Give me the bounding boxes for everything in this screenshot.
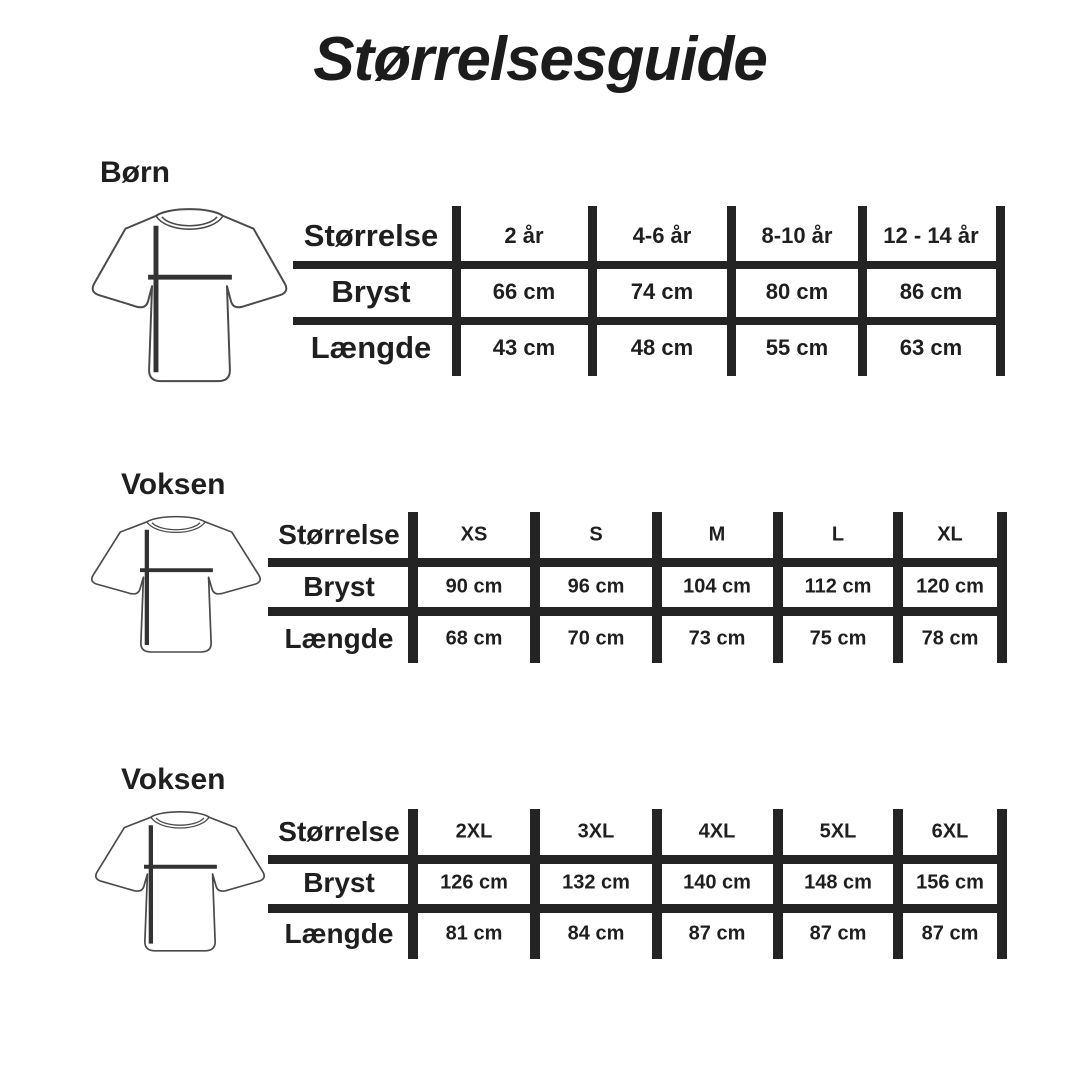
measurement-cell: 75 cm	[809, 627, 867, 650]
section-label-voksen-1: Voksen	[121, 468, 226, 501]
size-header-cell: 4-6 år	[632, 223, 692, 248]
size-header-cell: 2XL	[455, 820, 493, 843]
size-header-cell: 4XL	[698, 820, 736, 843]
size-header-cell: 3XL	[577, 820, 615, 843]
tshirt-outline	[90, 515, 262, 653]
tshirt-measurement-icon	[91, 208, 288, 383]
collar-arc-inner	[155, 817, 205, 826]
measurement-cell: 156 cm	[916, 871, 984, 894]
measurement-cell: 120 cm	[916, 575, 984, 598]
measurement-cell: 43 cm	[492, 335, 556, 360]
measurement-cell: 74 cm	[630, 279, 694, 304]
table-line	[268, 558, 1007, 567]
table-line	[452, 206, 461, 376]
table-line	[530, 809, 540, 959]
measurement-cell: 87 cm	[688, 922, 746, 945]
size-header-cell: M	[708, 523, 726, 546]
measurement-cell: 68 cm	[445, 627, 503, 650]
table-line	[773, 512, 783, 663]
row-label: Længde	[284, 623, 394, 654]
table-line	[588, 206, 597, 376]
table-line	[858, 206, 867, 376]
table-line	[997, 512, 1007, 663]
section-label-born: Børn	[100, 156, 170, 189]
size-header-cell: L	[831, 523, 845, 546]
tshirt-measurement-icon	[94, 811, 266, 952]
table-line	[293, 317, 1005, 325]
table-line	[997, 809, 1007, 959]
row-label: Længde	[284, 918, 394, 949]
measurement-cell: 90 cm	[445, 575, 503, 598]
table-line	[773, 809, 783, 959]
measurement-cell: 78 cm	[921, 627, 979, 650]
row-label: Bryst	[303, 571, 375, 602]
table-line	[893, 809, 903, 959]
size-header-cell: S	[589, 523, 603, 546]
size-header-cell: 2 år	[504, 223, 544, 248]
tshirt-measurement-icon	[90, 515, 262, 653]
measurement-cell: 84 cm	[567, 922, 625, 945]
row-label: Størrelse	[278, 519, 400, 550]
table-line	[652, 512, 662, 663]
measurement-cell: 87 cm	[921, 922, 979, 945]
collar-arc-inner	[151, 522, 201, 531]
measurement-cell: 104 cm	[683, 575, 751, 598]
measurement-cell: 132 cm	[562, 871, 630, 894]
measurement-cell: 55 cm	[765, 335, 829, 360]
table-line	[408, 809, 418, 959]
measurement-cell: 86 cm	[899, 279, 963, 304]
measurement-cell: 70 cm	[567, 627, 625, 650]
size-header-cell: XL	[937, 523, 963, 546]
measurement-cell: 66 cm	[492, 279, 556, 304]
row-label: Bryst	[303, 867, 375, 898]
measurement-cell: 87 cm	[809, 922, 867, 945]
measurement-cell: 126 cm	[440, 871, 508, 894]
table-line	[293, 261, 1005, 269]
page-title: Størrelsesguide	[313, 25, 768, 94]
size-header-cell: 12 - 14 år	[883, 223, 979, 248]
measurement-cell: 148 cm	[804, 871, 872, 894]
collar-arc-inner	[161, 216, 218, 227]
measurement-cell: 112 cm	[804, 575, 872, 598]
tshirt-outline	[91, 208, 288, 383]
table-line	[727, 206, 736, 376]
collar-arc-outer	[155, 215, 224, 231]
tshirt-outline	[94, 811, 266, 952]
row-label: Størrelse	[278, 816, 400, 847]
table-line	[652, 809, 662, 959]
table-line	[408, 512, 418, 663]
measurement-cell: 48 cm	[630, 335, 694, 360]
size-header-cell: 8-10 år	[761, 223, 833, 248]
table-line	[893, 512, 903, 663]
collar-arc-outer	[146, 521, 206, 533]
collar-arc-outer	[150, 816, 210, 829]
measurement-cell: 81 cm	[445, 922, 503, 945]
size-header-cell: XS	[460, 523, 488, 546]
measurement-cell: 73 cm	[688, 627, 746, 650]
size-header-cell: 5XL	[819, 820, 857, 843]
row-label: Størrelse	[303, 218, 439, 253]
measurement-cell: 140 cm	[683, 871, 751, 894]
table-line	[996, 206, 1005, 376]
table-line	[530, 512, 540, 663]
measurement-cell: 80 cm	[765, 279, 829, 304]
measurement-cell: 63 cm	[899, 335, 963, 360]
row-label: Længde	[310, 330, 432, 365]
measurement-cell: 96 cm	[567, 575, 625, 598]
table-line	[268, 904, 1007, 913]
size-header-cell: 6XL	[931, 820, 969, 843]
section-label-voksen-2: Voksen	[121, 763, 226, 796]
table-line	[268, 607, 1007, 616]
row-label: Bryst	[331, 274, 411, 309]
table-line	[268, 855, 1007, 864]
